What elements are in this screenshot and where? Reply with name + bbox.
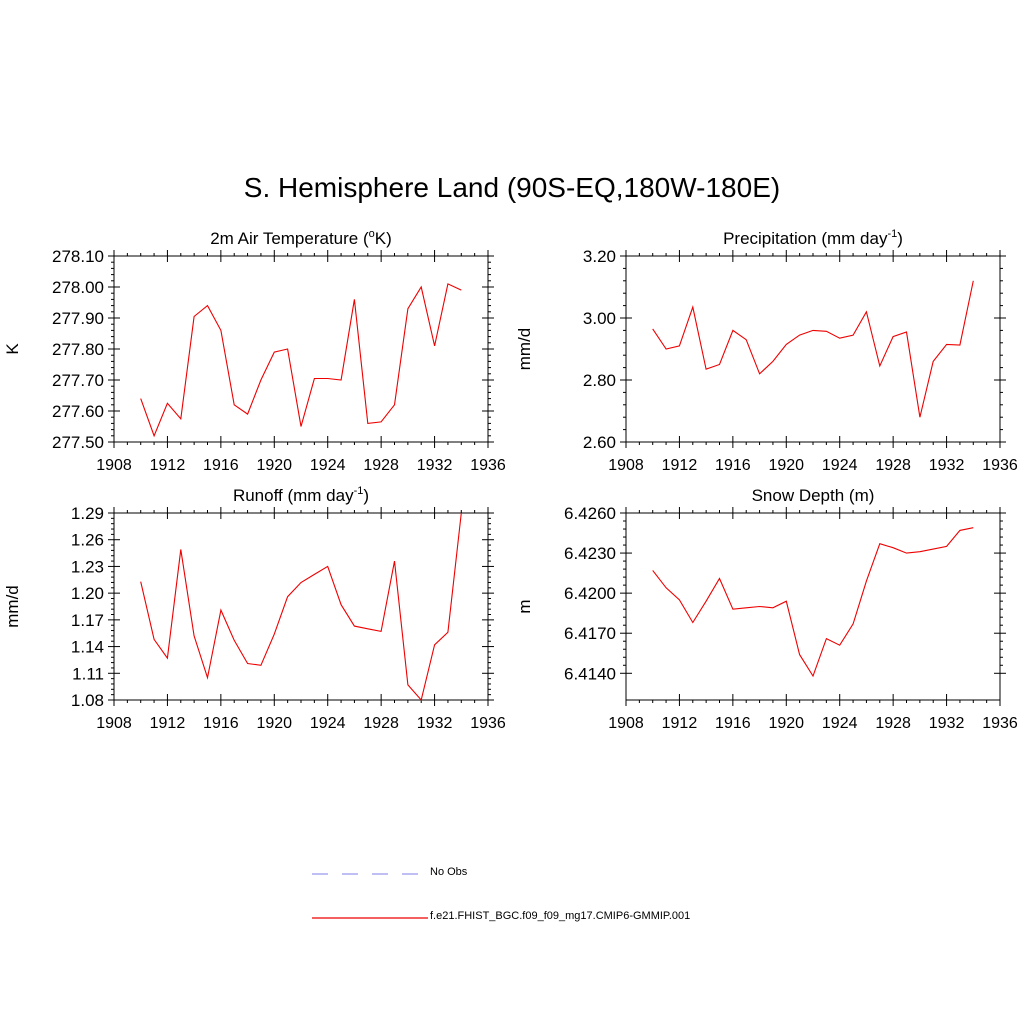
panel-title: Runoff (mm day-1) [233, 485, 369, 505]
y-axis-label: m [515, 599, 534, 613]
plot-frame [625, 512, 1001, 701]
y-tick-label: 277.80 [52, 340, 104, 359]
panel-snow-depth-m: 1908 1912 1916 1920 1924 1928 1932 1936 6.4140 6.… [515, 486, 1018, 732]
x-tick-label: 1920 [256, 457, 292, 474]
y-tick-label: 3.00 [583, 309, 616, 328]
y-tick-label: 1.29 [71, 504, 104, 523]
panel-title: Precipitation (mm day-1) [723, 228, 903, 248]
x-tick-label: 1924 [822, 715, 858, 732]
y-tick-label: 277.70 [52, 371, 104, 390]
legend-swatch-solid [312, 917, 428, 919]
x-tick-label: 1908 [96, 457, 132, 474]
x-tick-label: 1928 [363, 715, 399, 732]
plot-frame [113, 512, 489, 701]
x-tick-label: 1932 [929, 715, 965, 732]
x-tick-label: 1912 [662, 457, 698, 474]
y-tick-label: 1.26 [71, 531, 104, 550]
x-tick-label: 1928 [875, 715, 911, 732]
x-tick-label: 1928 [363, 457, 399, 474]
x-tick-label: 1924 [822, 457, 858, 474]
panel-precipitation-mm-day: 1908 1912 1916 1920 1924 1928 1932 1936 2.60 2.80… [515, 228, 1018, 474]
series-line [140, 512, 462, 702]
x-tick-label: 1916 [715, 457, 751, 474]
y-tick-label: 6.4170 [564, 624, 616, 643]
y-tick-label: 278.10 [52, 247, 104, 266]
x-tick-label: 1924 [310, 457, 346, 474]
legend-item-no-obs: No Obs [312, 864, 912, 884]
panel-title: 2m Air Temperature (oK) [210, 228, 392, 248]
y-axis-label: mm/d [3, 585, 22, 628]
x-tick-label: 1936 [470, 457, 506, 474]
x-tick-label: 1932 [417, 457, 453, 474]
x-tick-label: 1912 [150, 715, 186, 732]
x-tick-label: 1924 [310, 715, 346, 732]
plot-frame [625, 255, 1001, 443]
x-tick-label: 1916 [203, 715, 239, 732]
legend-swatch-dashed [312, 873, 418, 875]
legend-label-model-run: f.e21.FHIST_BGC.f09_f09_mg17.CMIP6-GMMIP… [430, 910, 691, 922]
y-tick-label: 1.17 [71, 611, 104, 630]
x-tick-label: 1916 [715, 715, 751, 732]
y-tick-label: 1.23 [71, 557, 104, 576]
x-tick-label: 1936 [982, 715, 1018, 732]
series-line [652, 527, 974, 678]
x-tick-label: 1908 [608, 457, 644, 474]
legend-item-model-run: f.e21.FHIST_BGC.f09_f09_mg17.CMIP6-GMMIP… [312, 908, 912, 928]
x-tick-label: 1920 [768, 457, 804, 474]
x-tick-label: 1928 [875, 457, 911, 474]
y-axis-label: K [3, 343, 22, 355]
series-line [652, 280, 974, 418]
x-tick-label: 1936 [982, 457, 1018, 474]
y-tick-label: 3.20 [583, 247, 616, 266]
y-tick-label: 6.4200 [564, 584, 616, 603]
x-tick-label: 1908 [608, 715, 644, 732]
figure-title: S. Hemisphere Land (90S-EQ,180W-180E) [243, 172, 781, 203]
panel-2m-air-temperature-k: 1908 1912 1916 1920 1924 1928 1932 1936 277.50 27… [3, 228, 506, 474]
y-tick-label: 2.80 [583, 371, 616, 390]
series-line [140, 283, 462, 438]
x-tick-label: 1920 [256, 715, 292, 732]
panel-runoff-mm-day: 1908 1912 1916 1920 1924 1928 1932 1936 1.08 1.11… [3, 485, 506, 732]
panel-title: Snow Depth (m) [752, 486, 875, 505]
y-tick-label: 277.90 [52, 309, 104, 328]
y-tick-label: 6.4230 [564, 544, 616, 563]
y-tick-label: 1.08 [71, 691, 104, 710]
x-tick-label: 1932 [417, 715, 453, 732]
x-tick-label: 1912 [662, 715, 698, 732]
y-tick-label: 6.4260 [564, 504, 616, 523]
y-tick-label: 278.00 [52, 278, 104, 297]
x-tick-label: 1916 [203, 457, 239, 474]
x-tick-label: 1912 [150, 457, 186, 474]
y-tick-label: 1.11 [72, 664, 104, 683]
y-tick-label: 1.14 [71, 638, 104, 657]
x-tick-label: 1932 [929, 457, 965, 474]
x-tick-label: 1936 [470, 715, 506, 732]
y-tick-label: 1.20 [71, 584, 104, 603]
y-tick-label: 6.4140 [564, 664, 616, 683]
legend-label-no-obs: No Obs [430, 866, 468, 878]
y-tick-label: 277.50 [52, 433, 104, 452]
y-axis-label: mm/d [515, 328, 534, 371]
y-tick-label: 2.60 [583, 433, 616, 452]
x-tick-label: 1908 [96, 715, 132, 732]
x-tick-label: 1920 [768, 715, 804, 732]
y-tick-label: 277.60 [52, 402, 104, 421]
plot-frame [113, 255, 489, 443]
